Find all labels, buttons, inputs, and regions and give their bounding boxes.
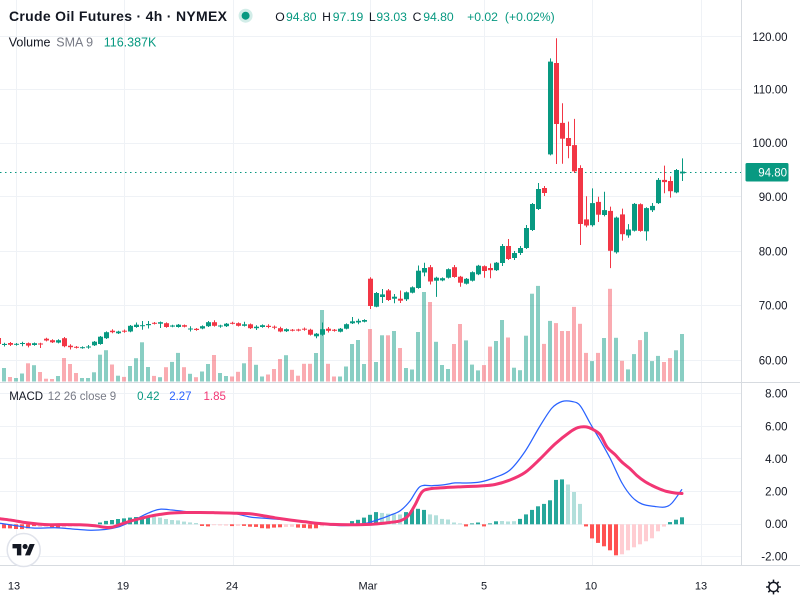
svg-text:H: H bbox=[322, 10, 331, 24]
svg-text:12 26 close 9: 12 26 close 9 bbox=[48, 391, 116, 403]
svg-text:MACD: MACD bbox=[9, 391, 43, 403]
svg-text:2.00: 2.00 bbox=[765, 487, 787, 499]
svg-text:8.00: 8.00 bbox=[765, 389, 787, 401]
svg-text:5: 5 bbox=[481, 581, 487, 593]
svg-text:1.85: 1.85 bbox=[204, 391, 226, 403]
svg-text:93.03: 93.03 bbox=[376, 10, 407, 24]
svg-text:24: 24 bbox=[226, 581, 238, 593]
svg-text:120.00: 120.00 bbox=[752, 32, 787, 44]
svg-text:(+0.02%): (+0.02%) bbox=[505, 10, 555, 24]
svg-text:100.00: 100.00 bbox=[752, 138, 787, 150]
svg-text:Volume: Volume bbox=[9, 36, 51, 50]
svg-text:6.00: 6.00 bbox=[765, 421, 787, 433]
svg-text:60.00: 60.00 bbox=[759, 355, 788, 367]
svg-text:-2.00: -2.00 bbox=[761, 552, 787, 564]
svg-text:80.00: 80.00 bbox=[759, 247, 788, 259]
svg-text:10: 10 bbox=[585, 581, 597, 593]
svg-text:0.42: 0.42 bbox=[137, 391, 159, 403]
svg-text:+0.02: +0.02 bbox=[467, 10, 498, 24]
svg-text:90.00: 90.00 bbox=[759, 192, 788, 204]
svg-text:116.387K: 116.387K bbox=[104, 36, 157, 50]
svg-text:2.27: 2.27 bbox=[169, 391, 191, 403]
svg-text:94.80: 94.80 bbox=[758, 168, 787, 180]
svg-text:4.00: 4.00 bbox=[765, 454, 787, 466]
svg-text:SMA 9: SMA 9 bbox=[56, 36, 93, 50]
svg-text:Crude Oil Futures · 4h · NYMEX: Crude Oil Futures · 4h · NYMEX bbox=[9, 8, 228, 24]
svg-text:C: C bbox=[413, 10, 422, 24]
svg-text:94.80: 94.80 bbox=[423, 10, 454, 24]
svg-text:19: 19 bbox=[117, 581, 129, 593]
svg-text:L: L bbox=[369, 10, 376, 24]
svg-text:0.00: 0.00 bbox=[765, 519, 787, 531]
svg-text:Mar: Mar bbox=[359, 581, 378, 593]
svg-text:70.00: 70.00 bbox=[759, 301, 788, 313]
svg-text:110.00: 110.00 bbox=[753, 84, 787, 96]
svg-text:O: O bbox=[275, 10, 284, 24]
svg-text:13: 13 bbox=[695, 581, 707, 593]
svg-text:97.19: 97.19 bbox=[333, 10, 364, 24]
svg-text:94.80: 94.80 bbox=[286, 10, 317, 24]
svg-text:13: 13 bbox=[8, 581, 20, 593]
